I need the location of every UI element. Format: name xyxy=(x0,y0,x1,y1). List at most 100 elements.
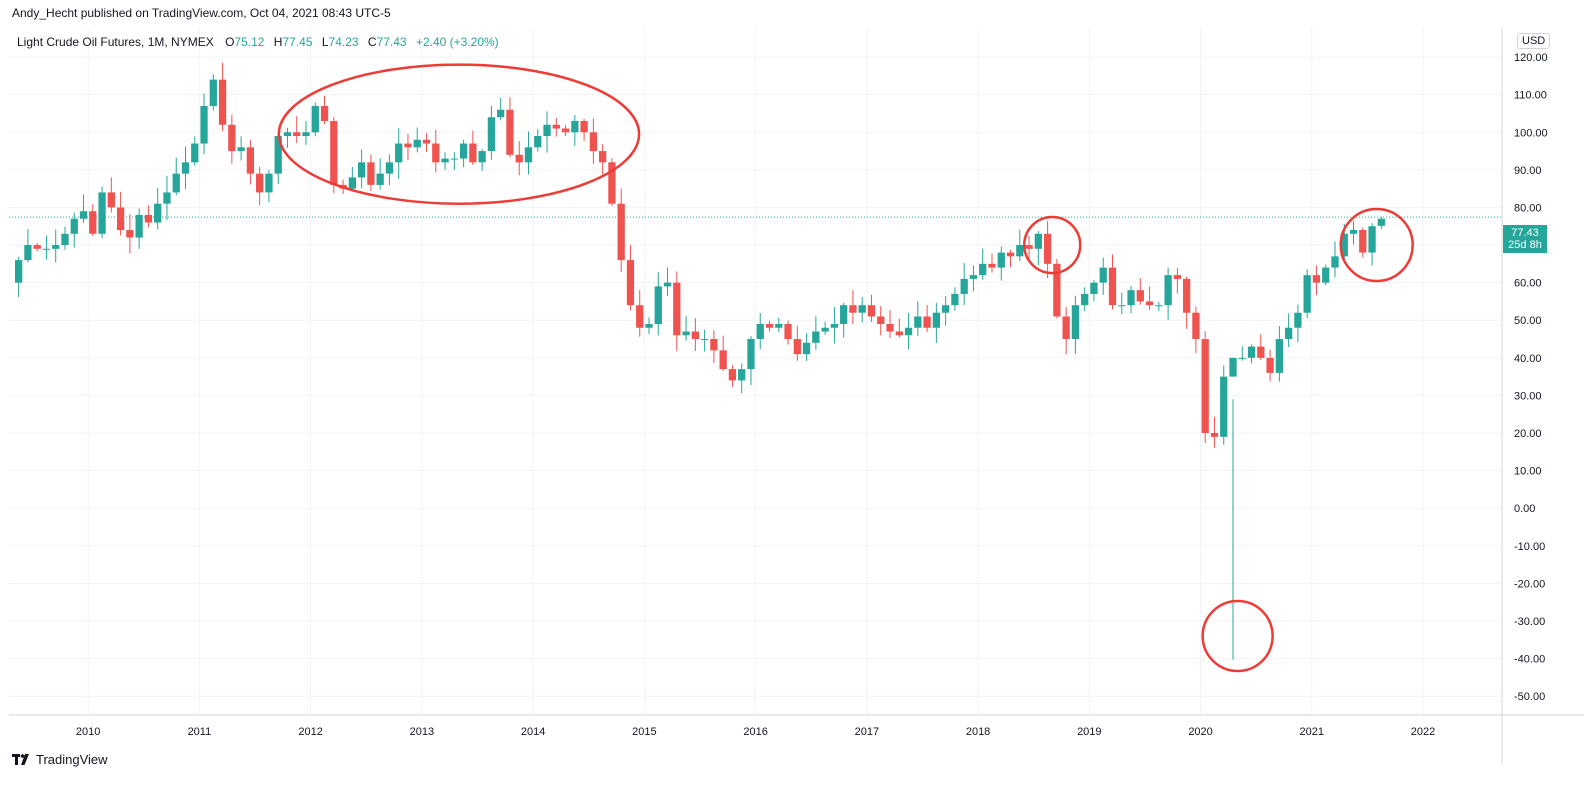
candle-body xyxy=(534,136,542,148)
candle-body xyxy=(432,143,440,163)
candle-body xyxy=(840,305,848,325)
candle-body xyxy=(191,143,199,163)
candle-body xyxy=(265,173,273,193)
currency-button[interactable]: USD xyxy=(1517,33,1551,49)
legend-close-label: C xyxy=(367,35,377,49)
candle-body xyxy=(747,339,755,370)
candle-body xyxy=(923,316,931,328)
candle-body xyxy=(821,327,829,332)
candle-body xyxy=(61,233,69,246)
x-tick-label: 2018 xyxy=(966,726,990,738)
legend-change: +2.40 (+3.20%) xyxy=(415,35,499,49)
candle-body xyxy=(1155,305,1163,307)
candle-body xyxy=(1257,346,1265,358)
candle-body xyxy=(413,139,421,148)
candle-body xyxy=(673,282,681,336)
candle-body xyxy=(756,324,764,340)
candle-body xyxy=(589,132,598,152)
candle-body xyxy=(645,324,653,328)
candle-body xyxy=(1368,226,1376,253)
candle-body xyxy=(52,245,60,249)
candle-body xyxy=(209,79,217,106)
candle-body xyxy=(1090,282,1098,294)
candle-body xyxy=(1062,316,1070,340)
candle-body xyxy=(116,207,125,231)
candle-body xyxy=(1294,312,1302,328)
candle-body xyxy=(1034,233,1042,249)
candle-body xyxy=(1164,275,1172,306)
legend-open-label: O xyxy=(225,35,235,49)
candle-body xyxy=(302,132,310,137)
candle-body xyxy=(1312,275,1321,283)
x-tick-label: 2020 xyxy=(1188,726,1212,738)
candle-body xyxy=(543,124,551,137)
candle-body xyxy=(636,305,644,328)
candle-body xyxy=(988,263,996,268)
candle-body xyxy=(979,263,987,276)
grid-lines xyxy=(9,27,1502,715)
candle-body xyxy=(395,143,403,163)
candle-body xyxy=(1377,218,1385,226)
y-tick-label: -30.00 xyxy=(1514,616,1545,628)
x-tick-label: 2013 xyxy=(410,726,434,738)
candle-body xyxy=(144,214,153,223)
candle-body xyxy=(877,316,885,325)
candle-body xyxy=(1183,278,1191,313)
candle-body xyxy=(376,173,384,185)
candle-body xyxy=(404,143,412,148)
candle-body xyxy=(951,293,959,306)
candle-body xyxy=(617,203,625,261)
candle-body xyxy=(469,143,477,163)
y-tick-label: 60.00 xyxy=(1514,278,1542,290)
candle-body xyxy=(246,147,255,174)
candle-body xyxy=(311,105,319,133)
x-tick-label: 2010 xyxy=(76,726,100,738)
candle-body xyxy=(830,324,839,328)
y-tick-label: 100.00 xyxy=(1514,127,1548,139)
candle-body xyxy=(812,331,820,343)
x-tick-label: 2019 xyxy=(1077,726,1101,738)
candlestick-chart[interactable]: 120.00110.00100.0090.0080.0070.0060.0050… xyxy=(9,27,1584,765)
y-tick-label: 40.00 xyxy=(1514,353,1542,365)
x-tick-label: 2014 xyxy=(521,726,545,738)
candle-body xyxy=(960,278,968,294)
candle-body xyxy=(15,260,23,283)
footer-brand[interactable]: TradingView xyxy=(12,752,108,767)
chart-pane[interactable]: 120.00110.00100.0090.0080.0070.0060.0050… xyxy=(9,27,1584,765)
y-tick-label: 120.00 xyxy=(1514,52,1548,64)
candle-body xyxy=(1118,305,1126,307)
candle-body xyxy=(1145,301,1154,306)
candle-body xyxy=(200,105,208,144)
candle-body xyxy=(1025,245,1033,249)
candle-body xyxy=(330,120,338,185)
candle-body xyxy=(320,105,329,121)
candle-body xyxy=(487,117,496,152)
candle-body xyxy=(700,339,709,341)
candle-body xyxy=(858,305,866,313)
candle-body xyxy=(1266,357,1274,373)
candle-body xyxy=(135,214,143,238)
candle-body xyxy=(1349,230,1358,234)
candle-body xyxy=(1192,312,1200,340)
candle-body xyxy=(126,230,134,238)
candle-body xyxy=(1275,339,1283,373)
candle-body xyxy=(942,305,950,313)
legend-low-value: 74.23 xyxy=(328,35,359,49)
candle-body xyxy=(42,248,51,250)
y-tick-label: -10.00 xyxy=(1514,541,1545,553)
y-tick-label: 10.00 xyxy=(1514,466,1542,478)
candle-body xyxy=(497,109,505,118)
candle-body xyxy=(1099,267,1107,283)
axis-labels: 120.00110.00100.0090.0080.0070.0060.0050… xyxy=(76,52,1548,738)
candle-body xyxy=(441,158,449,163)
candle-body xyxy=(422,139,431,144)
candle-body xyxy=(274,136,282,174)
candle-body xyxy=(1247,346,1256,358)
candle-body xyxy=(33,245,41,249)
bar-countdown: 25d 8h xyxy=(1508,239,1542,251)
y-tick-label: 80.00 xyxy=(1514,202,1542,214)
legend-low-label: L xyxy=(321,35,329,49)
x-tick-label: 2022 xyxy=(1411,726,1435,738)
candle-body xyxy=(1284,327,1293,340)
candle-body xyxy=(728,369,737,381)
